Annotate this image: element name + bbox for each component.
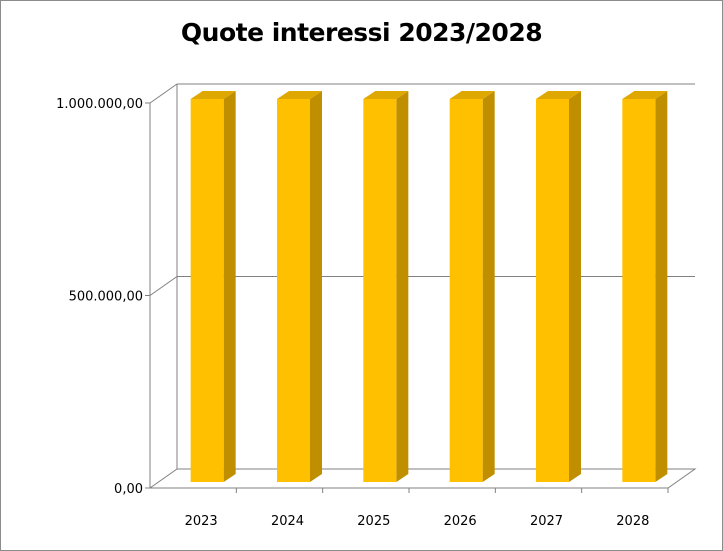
bar [622, 91, 668, 482]
bar-side [482, 91, 495, 482]
x-tick-label: 2024 [271, 514, 304, 529]
bar-front [449, 99, 483, 482]
x-tick-label: 2026 [444, 514, 477, 529]
y-tick-label: 500.000,00 [69, 290, 143, 305]
bar-side [569, 91, 581, 482]
x-axis-ticks: 2023 2024 2025 2026 2027 2028 [185, 488, 669, 529]
gridline-side [149, 83, 178, 104]
bar [190, 91, 236, 482]
bar-top [277, 91, 322, 99]
bar [536, 91, 581, 482]
bar-top [190, 91, 236, 99]
x-tick-label: 2025 [357, 514, 390, 529]
bar-front [190, 99, 224, 482]
bar-side [310, 91, 322, 482]
bar-top [449, 91, 495, 99]
y-tick-label: 0,00 [114, 482, 143, 497]
bars [190, 91, 668, 482]
bar-top [363, 91, 409, 99]
x-tick-label: 2028 [616, 514, 649, 529]
x-tick-label: 2023 [185, 514, 218, 529]
y-axis-ticks: 0,00 500.000,00 1.000.000,00 [56, 97, 150, 497]
bar [363, 91, 409, 482]
bar-side [655, 91, 668, 482]
bar-top [536, 91, 581, 99]
chart-title: Quote interessi 2023/2028 [180, 18, 543, 47]
bar-front [622, 99, 656, 482]
x-tick-label: 2027 [530, 514, 563, 529]
bar-front [536, 99, 569, 482]
y-tick-label: 1.000.000,00 [56, 97, 143, 112]
gridlines [149, 83, 695, 296]
gridline-side [149, 276, 178, 296]
bar-front [277, 99, 310, 482]
bar-top [622, 91, 668, 99]
bar [449, 91, 495, 482]
bar [277, 91, 322, 482]
bar-front [363, 99, 397, 482]
bar-side [223, 91, 236, 482]
bar-side [396, 91, 409, 482]
